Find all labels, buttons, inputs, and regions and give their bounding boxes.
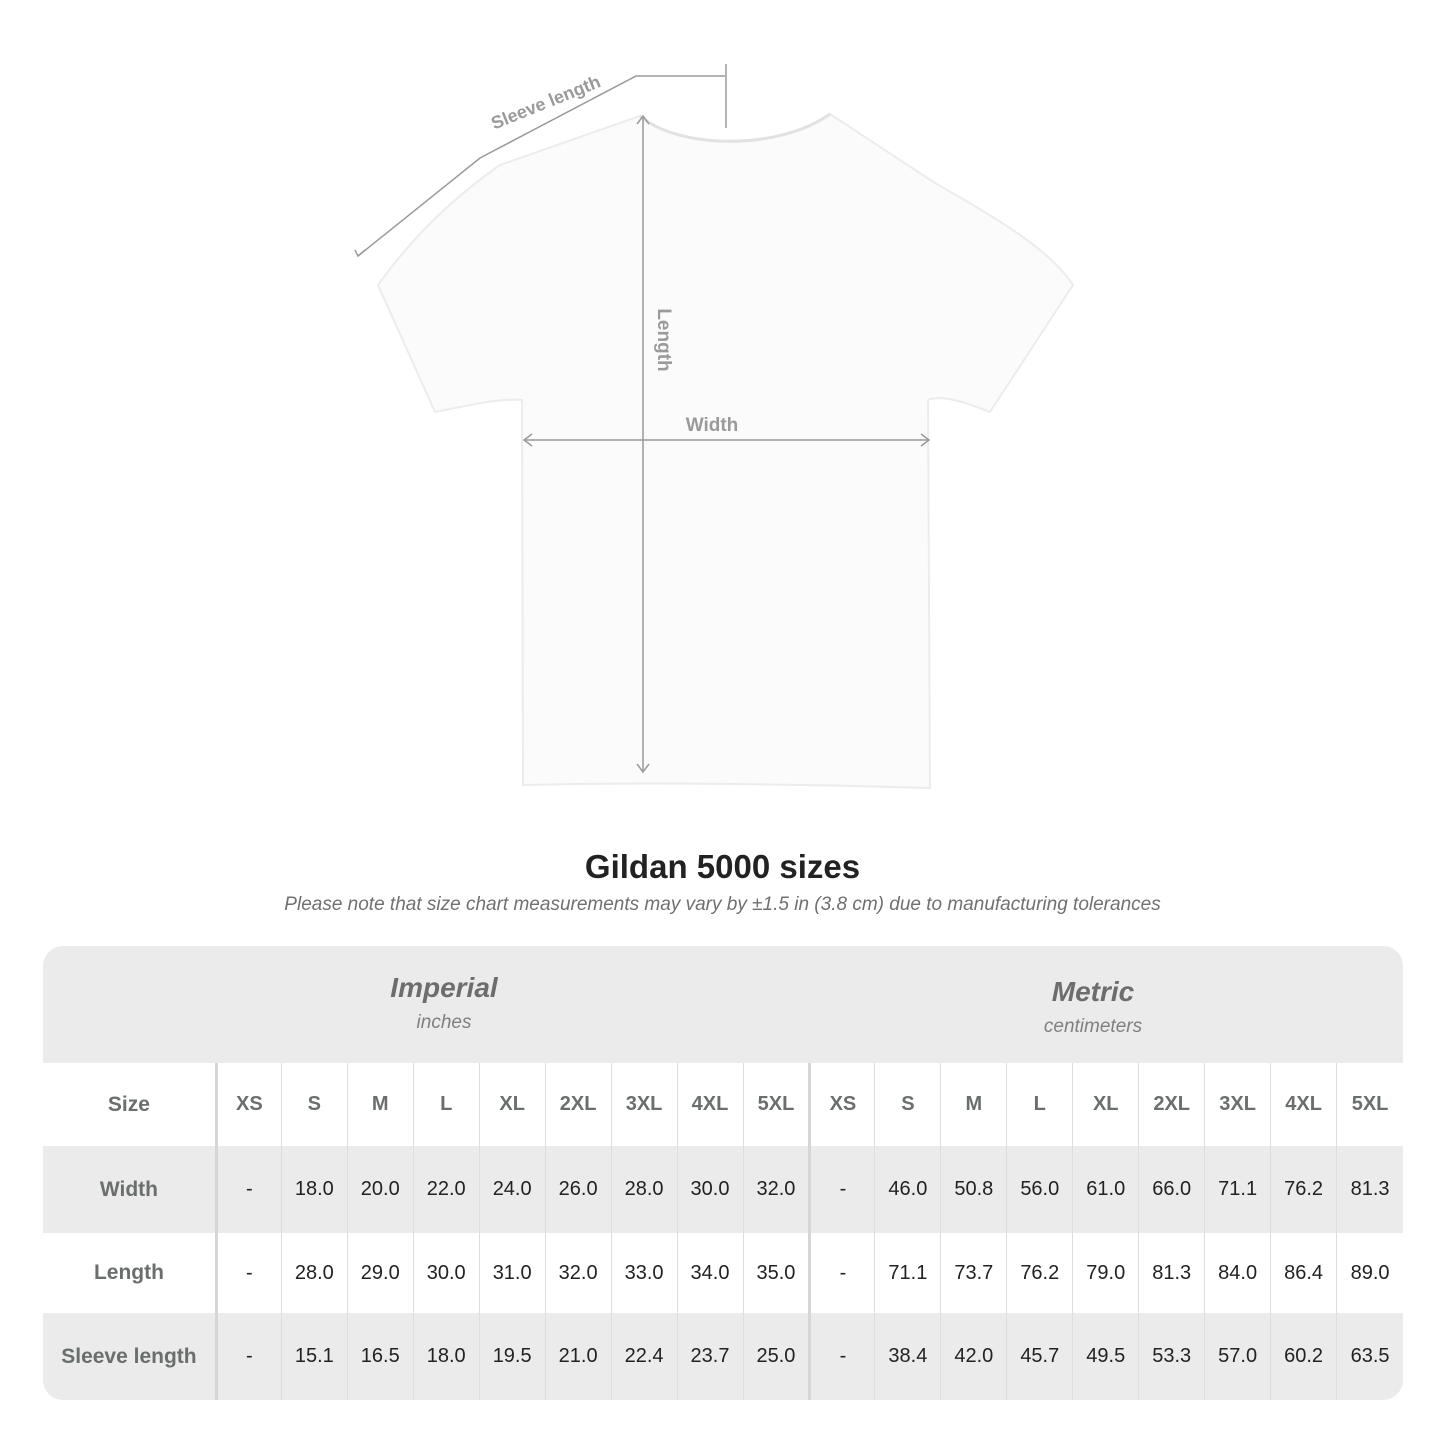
size-column-label: Size — [107, 1092, 150, 1116]
imperial-value-cell: 16.5 — [346, 1313, 413, 1400]
page-title: Gildan 5000 sizes — [584, 848, 861, 885]
metric-size-header: 3XL — [1204, 1063, 1270, 1146]
imperial-size-header: XL — [478, 1063, 545, 1146]
length-label: Length — [653, 308, 674, 371]
metric-value-cell: 73.7 — [940, 1233, 1006, 1313]
metric-value-cell: 46.0 — [874, 1146, 940, 1233]
imperial-value-cell: 32.0 — [544, 1233, 611, 1313]
metric-title: Metric — [1051, 976, 1135, 1007]
imperial-value-cell: 18.0 — [280, 1146, 347, 1233]
imperial-value-cell: 33.0 — [610, 1233, 677, 1313]
table-row: Width -18.0 20.0 22.0 24.0 26.0 28.0 30.0 32.0-4… — [43, 1146, 1403, 1233]
metric-value-cell: 84.0 — [1204, 1233, 1270, 1313]
metric-value-cell: 45.7 — [1006, 1313, 1072, 1400]
imperial-size-header: M — [346, 1063, 413, 1146]
imperial-value-cell: 22.0 — [412, 1146, 479, 1233]
imperial-value-cell: 24.0 — [478, 1146, 545, 1233]
metric-value-cell: 79.0 — [1072, 1233, 1138, 1313]
size-header-row: Size XS S M L XL 2XL 3XL 4XL 5XL XS S M L XL 2XL 3XL 4XL 5… — [43, 1063, 1403, 1146]
row-label: Length — [93, 1261, 164, 1284]
metric-header: Metric centimeters — [793, 976, 1393, 1038]
metric-value-cell: 61.0 — [1072, 1146, 1138, 1233]
imperial-value-cell: 25.0 — [742, 1313, 809, 1400]
metric-size-header: M — [940, 1063, 1006, 1146]
imperial-value-cell: 32.0 — [742, 1146, 809, 1233]
metric-size-header: 4XL — [1270, 1063, 1336, 1146]
metric-value-cell: 56.0 — [1006, 1146, 1072, 1233]
imperial-value-cell: 26.0 — [544, 1146, 611, 1233]
imperial-size-header: XS — [214, 1063, 281, 1146]
imperial-value-cell: 28.0 — [280, 1233, 347, 1313]
imperial-value-cell: 29.0 — [346, 1233, 413, 1313]
imperial-value-cell: 34.0 — [676, 1233, 743, 1313]
imperial-value-cell: 18.0 — [412, 1313, 479, 1400]
imperial-value-cell: 23.7 — [676, 1313, 743, 1400]
imperial-size-header: 5XL — [742, 1063, 809, 1146]
imperial-value-cell: 19.5 — [478, 1313, 545, 1400]
imperial-value-cell: 35.0 — [742, 1233, 809, 1313]
metric-value-cell: - — [808, 1233, 874, 1313]
unit-header-band: Imperial inches Metric centimeters — [43, 946, 1403, 1063]
metric-value-cell: 71.1 — [1204, 1146, 1270, 1233]
metric-value-cell: 76.2 — [1006, 1233, 1072, 1313]
table-row: Length -28.0 29.0 30.0 31.0 32.0 33.0 34.0 35.0-… — [43, 1233, 1403, 1313]
metric-value-cell: 76.2 — [1270, 1146, 1336, 1233]
metric-value-cell: 89.0 — [1336, 1233, 1403, 1313]
measurement-lines — [354, 64, 931, 774]
row-label: Sleeve length — [61, 1344, 197, 1368]
imperial-unit: inches — [416, 1012, 472, 1033]
tolerance-note: Please note that size chart measurements… — [284, 894, 1161, 915]
metric-size-header: XL — [1072, 1063, 1138, 1146]
imperial-value-cell: 21.0 — [544, 1313, 611, 1400]
metric-value-cell: - — [808, 1146, 874, 1233]
imperial-size-header: 2XL — [544, 1063, 611, 1146]
metric-value-cell: 63.5 — [1336, 1313, 1403, 1400]
imperial-size-header: 3XL — [610, 1063, 677, 1146]
metric-value-cell: 66.0 — [1138, 1146, 1204, 1233]
imperial-value-cell: 22.4 — [610, 1313, 677, 1400]
metric-value-cell: 60.2 — [1270, 1313, 1336, 1400]
size-table: Imperial inches Metric centimeters Size X… — [43, 946, 1403, 1400]
metric-value-cell: 50.8 — [940, 1146, 1006, 1233]
imperial-size-header: S — [280, 1063, 347, 1146]
metric-value-cell: 81.3 — [1138, 1233, 1204, 1313]
row-label: Width — [99, 1177, 158, 1201]
metric-unit: centimeters — [1043, 1016, 1143, 1037]
metric-value-cell: 38.4 — [874, 1313, 940, 1400]
tshirt-illustration — [376, 112, 1075, 790]
table-row: Sleeve length -15.1 16.5 18.0 19.5 21.0 22.4 23… — [43, 1313, 1403, 1400]
imperial-value-cell: - — [214, 1233, 281, 1313]
metric-size-header: L — [1006, 1063, 1072, 1146]
imperial-header: Imperial inches — [144, 972, 744, 1034]
imperial-value-cell: 28.0 — [610, 1146, 677, 1233]
metric-value-cell: 42.0 — [940, 1313, 1006, 1400]
metric-value-cell: 71.1 — [874, 1233, 940, 1313]
tshirt-diagram: Sleeve length Length Width — [354, 64, 1075, 790]
metric-value-cell: 81.3 — [1336, 1146, 1403, 1233]
metric-value-cell: - — [808, 1313, 874, 1400]
sleeve-length-line — [357, 75, 725, 257]
metric-size-header: 2XL — [1138, 1063, 1204, 1146]
imperial-value-cell: - — [214, 1313, 281, 1400]
imperial-size-header: L — [412, 1063, 479, 1146]
imperial-value-cell: 30.0 — [412, 1233, 479, 1313]
metric-size-header: XS — [808, 1063, 874, 1146]
imperial-value-cell: - — [214, 1146, 281, 1233]
metric-value-cell: 57.0 — [1204, 1313, 1270, 1400]
metric-size-header: 5XL — [1336, 1063, 1403, 1146]
imperial-size-header: 4XL — [676, 1063, 743, 1146]
metric-size-header: S — [874, 1063, 940, 1146]
width-label: Width — [686, 415, 739, 436]
metric-value-cell: 53.3 — [1138, 1313, 1204, 1400]
imperial-value-cell: 15.1 — [280, 1313, 347, 1400]
imperial-value-cell: 31.0 — [478, 1233, 545, 1313]
metric-value-cell: 86.4 — [1270, 1233, 1336, 1313]
imperial-title: Imperial — [390, 972, 498, 1003]
imperial-value-cell: 20.0 — [346, 1146, 413, 1233]
imperial-value-cell: 30.0 — [676, 1146, 743, 1233]
metric-value-cell: 49.5 — [1072, 1313, 1138, 1400]
